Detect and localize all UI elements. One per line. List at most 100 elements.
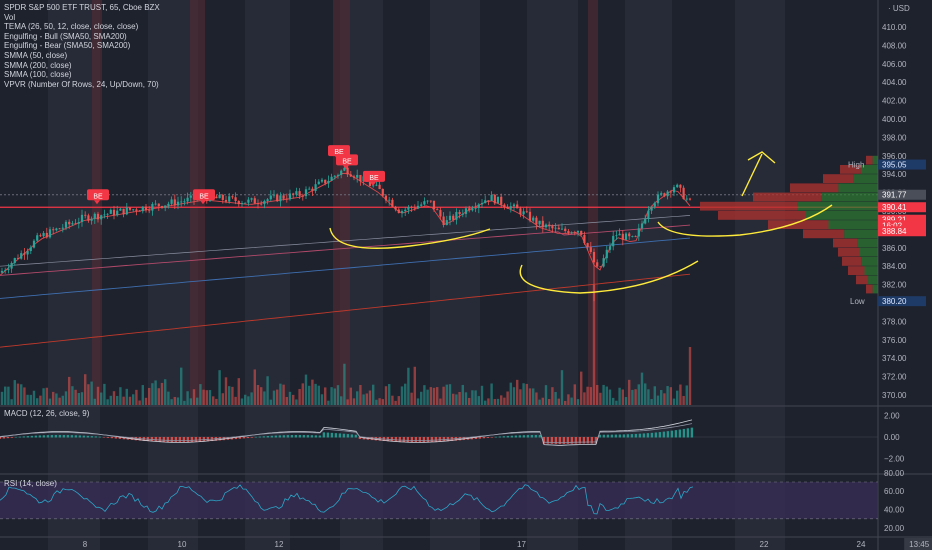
macd-histogram-bar (186, 437, 190, 443)
legend-vol[interactable]: Vol (4, 12, 16, 22)
macd-histogram-bar (18, 436, 22, 438)
volume-bar (352, 398, 356, 405)
high-label: High (848, 161, 864, 170)
rsi-label[interactable]: RSI (14, close) (4, 479, 57, 488)
candle-body (653, 203, 656, 207)
candle-body (343, 167, 346, 171)
volume-bar (199, 384, 202, 405)
macd-histogram-bar (674, 430, 678, 438)
macd-histogram-bar (262, 436, 266, 438)
macd-histogram-bar (94, 436, 98, 438)
macd-label[interactable]: MACD (12, 26, close, 9) (4, 409, 90, 418)
symbol-title[interactable]: SPDR S&P 500 ETF TRUST, 65, Cboe BZX (4, 3, 160, 12)
volume-bar (359, 384, 362, 405)
candle-body (215, 196, 218, 199)
volume-bar (234, 396, 237, 405)
macd-histogram-bar (198, 437, 202, 442)
candle-body (487, 200, 490, 202)
volume-bar (663, 393, 666, 405)
volume-bar (564, 400, 567, 405)
candle-body (263, 200, 266, 205)
macd-tick: 2.00 (884, 411, 900, 420)
candle-body (413, 207, 416, 209)
volume-bar (301, 383, 304, 405)
volume-bar (148, 387, 151, 405)
volume-bar (580, 371, 583, 405)
macd-histogram-bar (562, 437, 566, 444)
legend-engulfing-bear[interactable]: Engulfing - Bear (SMA50, SMA200) (4, 41, 131, 51)
legend-vpvr[interactable]: VPVR (Number Of Rows, 24, Up/Down, 70) (4, 79, 159, 89)
candle-body (685, 198, 688, 200)
price-tick: 372.00 (882, 373, 907, 382)
candle-body (640, 223, 644, 229)
legend-smma-50[interactable]: SMMA (50, close) (4, 50, 68, 60)
macd-histogram-bar (582, 437, 586, 444)
candle-body (570, 232, 573, 234)
time-tick: 24 (857, 540, 866, 549)
candle-body (624, 233, 628, 240)
bear-engulfing-marker (363, 170, 385, 182)
volume-bar (276, 389, 279, 405)
time-tick: 13:45 (909, 540, 930, 549)
macd-histogram-bar (482, 437, 486, 439)
candle-body (26, 251, 29, 255)
macd-histogram-bar (298, 434, 302, 438)
volume-bar (372, 384, 375, 405)
macd-histogram-bar (242, 437, 246, 439)
candle-body (429, 200, 432, 202)
vpvr-up (797, 201, 878, 211)
rsi-pane (0, 481, 878, 520)
macd-histogram-bar (98, 436, 102, 438)
legend-smma-200[interactable]: SMMA (200, close) (4, 60, 72, 70)
candle-body (170, 199, 173, 204)
candle-body (58, 228, 61, 230)
volume-bar (612, 397, 615, 405)
legend-engulfing-bull[interactable]: Engulfing - Bull (SMA50, SMA200) (4, 31, 127, 41)
volume-bar (144, 397, 148, 405)
volume-bar (436, 387, 439, 405)
volume-bar (589, 387, 592, 405)
candle-body (55, 228, 58, 231)
macd-histogram-bar (258, 436, 262, 438)
macd-histogram-bar (538, 434, 542, 438)
low-label: Low (850, 297, 865, 306)
volume-bar (615, 400, 618, 405)
volume-bar (375, 399, 378, 405)
volume-bar (672, 398, 676, 405)
candle-body (151, 204, 154, 211)
volume-bar (308, 385, 311, 405)
volume-bar (96, 386, 100, 405)
smma-200-line (0, 273, 691, 348)
volume-bar (285, 397, 288, 405)
macd-histogram-bar (54, 434, 58, 438)
macd-histogram-bar (506, 435, 510, 438)
legend-tema[interactable]: TEMA (26, 50, 12, close, close, close) (4, 22, 139, 32)
volume-bar (250, 392, 253, 405)
legend-smma-100[interactable]: SMMA (100, close) (4, 70, 72, 80)
candle-body (560, 228, 564, 230)
high-value: 395.05 (882, 161, 907, 170)
candle-body (42, 232, 45, 237)
volume-bar (90, 381, 93, 405)
time-tick: 22 (760, 540, 769, 549)
volume-bar (116, 395, 119, 405)
candle-body (48, 229, 52, 238)
price-tick: 396.00 (882, 152, 907, 161)
macd-histogram-bar (106, 437, 110, 438)
candle-body (656, 194, 660, 204)
macd-histogram-bar (566, 437, 570, 444)
macd-histogram-bar (574, 437, 578, 444)
volume-bar (528, 388, 532, 405)
macd-histogram-bar (270, 435, 274, 438)
volume-bar (388, 384, 391, 405)
volume-bar (477, 396, 480, 405)
candle-body (224, 199, 228, 202)
candle-body (295, 191, 298, 195)
macd-histogram-bar (302, 435, 306, 438)
macd-histogram-bar (642, 433, 646, 438)
vpvr-up (860, 247, 878, 257)
marker-pointer (370, 181, 376, 186)
